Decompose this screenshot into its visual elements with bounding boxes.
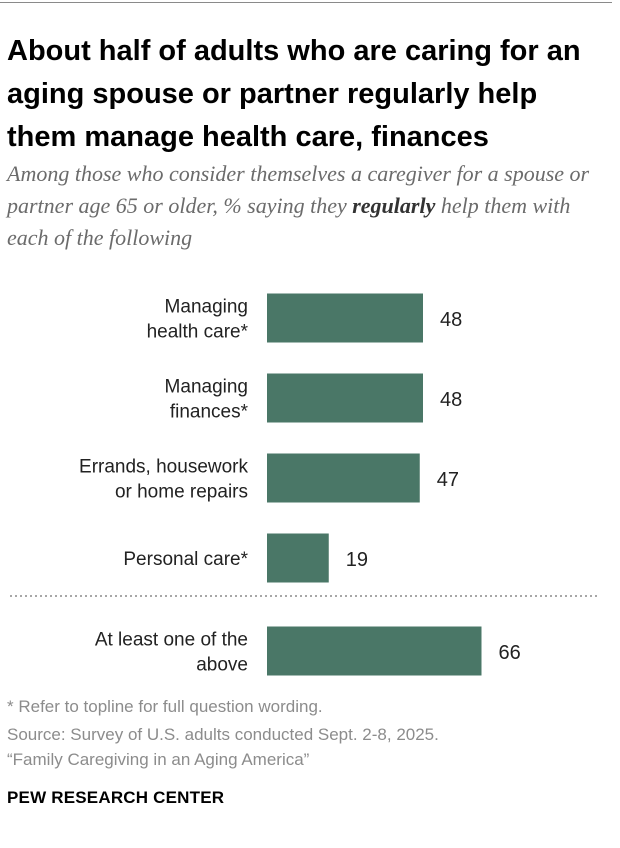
category-label: At least one of the [95,630,248,651]
bar [267,293,423,343]
subtitle-emphasis: regularly [352,193,436,218]
category-label: Managing [165,377,248,398]
category-label: or home repairs [115,482,248,503]
bar [267,373,423,423]
bar [267,533,329,583]
category-label: Errands, housework [79,457,248,478]
category-label: finances* [170,402,249,423]
data-label: 19 [346,549,368,571]
bar [267,453,420,503]
footnote: * Refer to topline for full question wor… [7,697,323,716]
bar-chart: 48 Managing health care* 48 Managing finances… [10,293,600,676]
bar [267,626,482,676]
category-label: Managing [165,297,248,318]
report-title: “Family Caregiving in an Aging America” [7,750,310,769]
chart-subtitle: Among those who consider themselves a ca… [7,158,613,254]
data-label: 47 [437,469,459,491]
subtitle-text-before: Among those who consider themselves a ca… [7,161,590,218]
data-label: 48 [440,309,462,331]
category-label: Personal care* [123,549,248,570]
category-label: health care* [147,322,249,343]
subtitle-text-after: help them with each of the following [7,193,571,250]
brand-logo-text: PEW RESEARCH CENTER [7,788,225,807]
data-label: 66 [499,642,521,664]
category-label: above [196,655,248,676]
source-note: Source: Survey of U.S. adults conducted … [7,725,439,744]
top-rule [0,2,612,3]
data-label: 48 [440,389,462,411]
chart-title: About half of adults who are caring for … [7,35,581,153]
